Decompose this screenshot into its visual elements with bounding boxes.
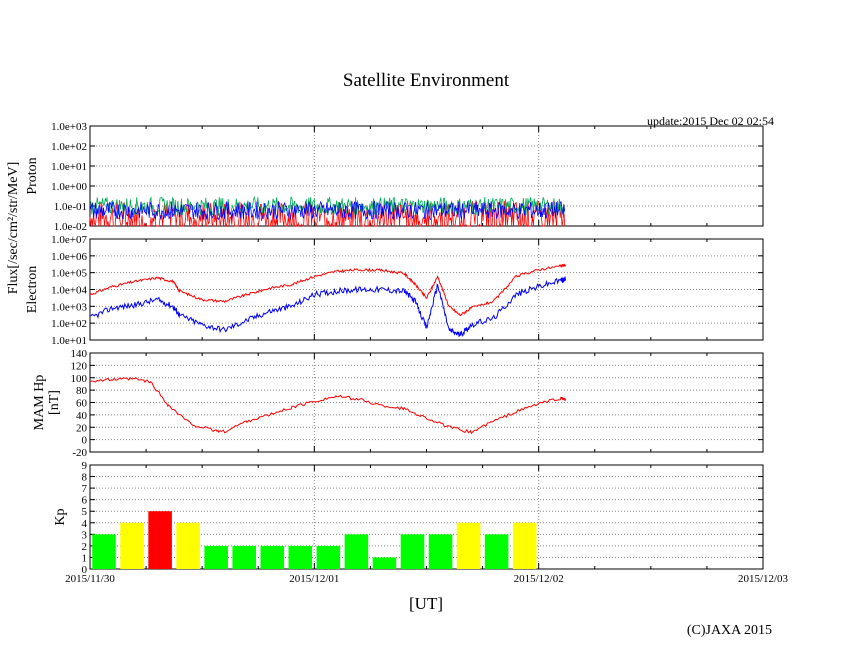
mam-ytick-label: 140 [71,348,88,360]
kp-ytick-label: 4 [82,518,88,530]
electron-ytick-label: 1.0e+06 [51,251,87,263]
mam-ytick-label: 120 [71,360,88,372]
kp-ytick-label: 3 [82,529,88,541]
kp-bar [512,522,537,569]
flux-label-text: Flux[/sec/cm²/str/MeV] [6,162,21,295]
electron-ytick-label: 1.0e+01 [51,335,87,347]
proton-series-blue [89,200,566,221]
kp-bar [400,534,425,569]
mam-ytick-label: 80 [76,385,88,397]
mam-axis-label-line1: MAM Hp [32,375,47,431]
kp-bar [232,545,257,569]
x-tick-label: 2015/12/02 [514,573,564,585]
mam-ytick-label: 20 [76,422,88,434]
kp-ytick-label: 6 [82,495,88,507]
kp-bar [176,522,200,569]
copyright: (C)JAXA 2015 [687,623,772,638]
x-axis-label: [UT] [409,594,443,613]
kp-ytick-label: 7 [82,483,88,495]
kp-axis-label: Kp [53,508,68,525]
electron-ytick-label: 1.0e+02 [51,318,87,330]
kp-bar [344,534,369,569]
x-tick-label: 2015/11/30 [65,573,115,585]
proton-ytick-label: 1.0e+01 [51,161,87,173]
electron-axis-label: Electron [25,266,40,313]
kp-ytick-label: 9 [82,460,88,472]
kp-ytick-label: 8 [82,472,88,484]
proton-ytick-label: 1.0e+03 [51,121,87,133]
x-tick-label: 2015/12/03 [738,573,789,585]
electron-series-blue [89,276,567,337]
mam-ytick-label: 0 [82,435,88,447]
kp-bar [204,545,228,569]
proton-ytick-label: 1.0e+02 [51,141,87,153]
electron-panel: 1.0e+01 1.0e+02 1.0e+03 1.0e+04 1.0e+05 1.0e+… [25,234,764,347]
kp-bar [120,522,144,569]
proton-panel: 1.0e-02 1.0e-01 1.0e+00 1.0e+01 1.0e+02 1.0e+… [25,121,764,233]
electron-ytick-label: 1.0e+03 [51,301,87,313]
mam-ytick-label: -20 [72,447,87,459]
kp-bar [372,557,397,569]
mam-ytick-label: 100 [71,373,88,385]
proton-ytick-label: 1.0e-01 [54,201,87,213]
panels: 1.0e-021.0e-011.0e+001.0e+011.0e+021.0e+… [25,121,789,585]
kp-bar [428,534,453,569]
kp-bar [484,534,509,569]
x-tick-label: 2015/12/01 [289,573,339,585]
mam-series-red [89,377,567,435]
kp-frame [89,464,764,570]
kp-bar [316,545,341,569]
kp-bar [456,522,481,569]
mam-frame [89,352,764,453]
kp-ytick-label: 5 [82,506,88,518]
electron-ytick-label: 1.0e+07 [51,234,87,246]
proton-ytick-label: 1.0e+00 [51,181,87,193]
mam-axis-label-line2: [nT] [47,390,62,415]
electron-frame [89,238,764,341]
electron-ytick-label: 1.0e+05 [51,268,87,280]
flux-axis-label: Flux[/sec/cm²/str/MeV] [6,162,21,295]
kp-bar [260,545,285,569]
kp-ytick-label: 0 [82,564,88,576]
update-timestamp: update:2015 Dec 02 02:54 [647,114,774,128]
proton-axis-label: Proton [25,157,40,194]
electron-ytick-label: 1.0e+04 [51,285,87,297]
mam-ytick-label: 40 [76,410,88,422]
kp-bar [148,511,172,569]
chart-title: Satellite Environment [343,70,510,91]
kp-bar [288,545,313,569]
kp-bar [92,534,116,569]
electron-series-red [89,263,567,316]
proton-ytick-label: 1.0e-02 [54,221,87,233]
mam-ytick-label: 60 [76,398,88,410]
kp-ytick-label: 1 [82,552,88,564]
kp-ytick-label: 2 [82,541,88,553]
